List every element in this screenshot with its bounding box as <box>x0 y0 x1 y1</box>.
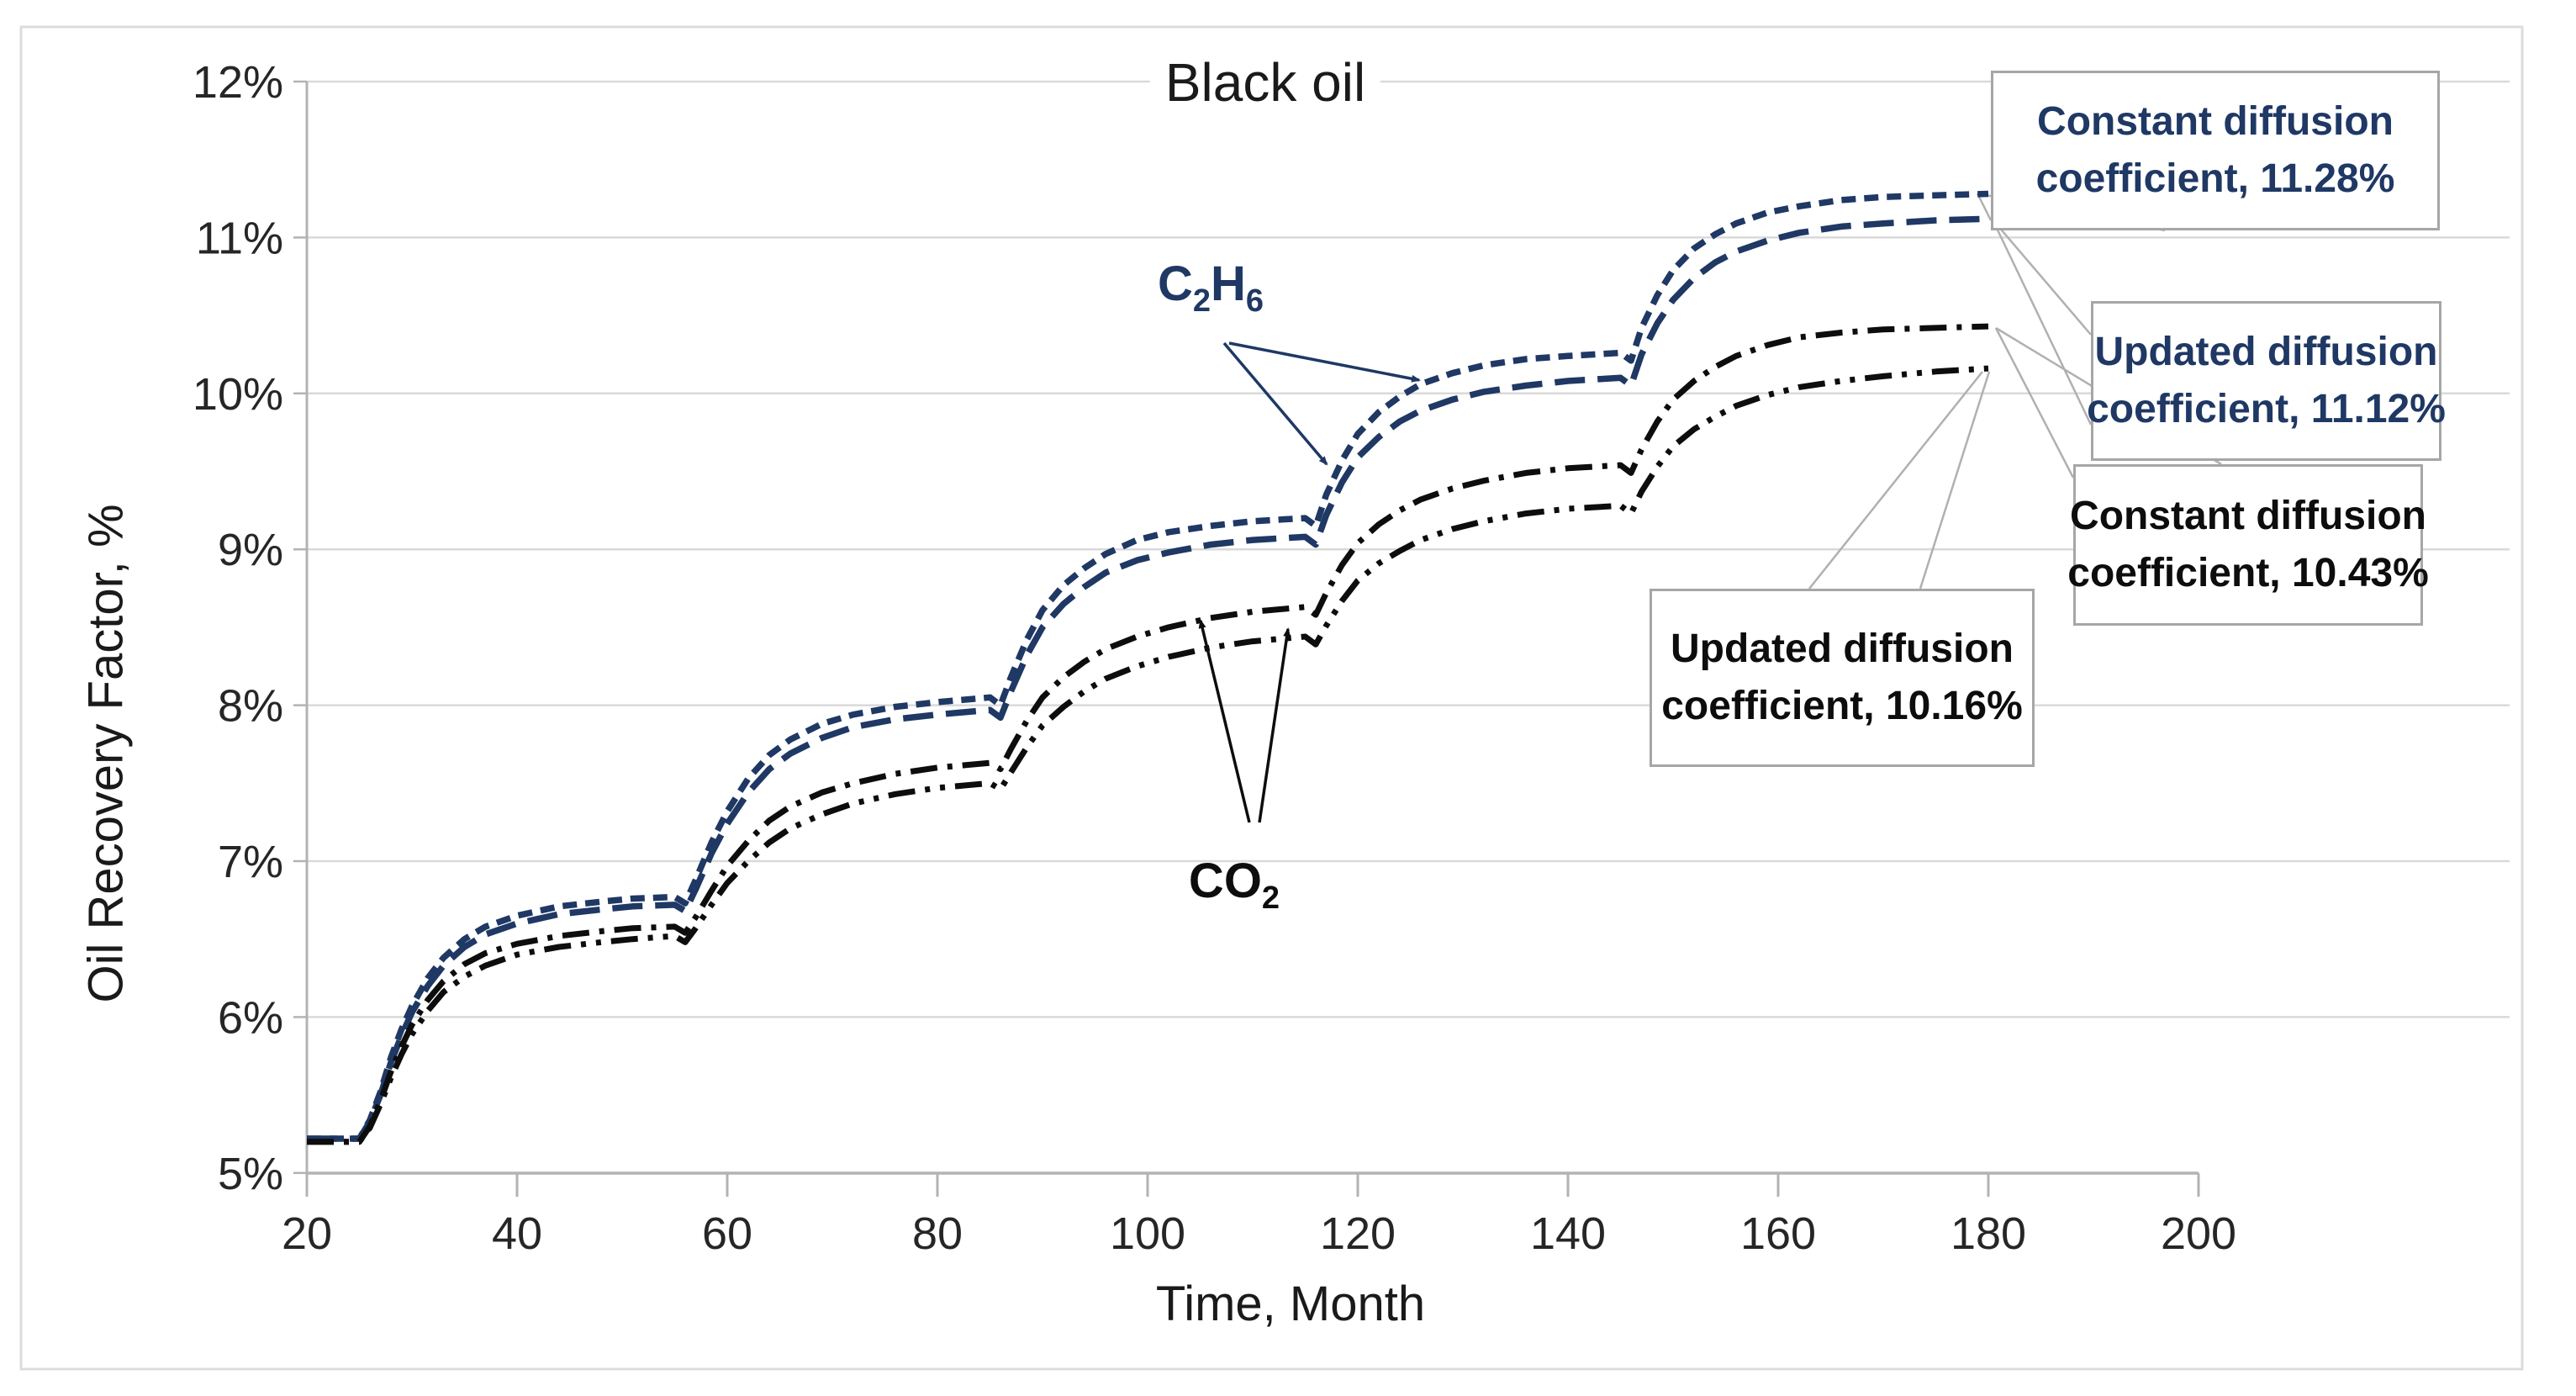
y-tick-label: 9% <box>218 525 283 575</box>
annotation-line: Constant diffusion <box>2070 493 2426 538</box>
annotation-box-ann_co2_updated: Updated diffusion coefficient, 10.16% <box>1650 589 2035 767</box>
y-tick-label: 12% <box>193 57 283 108</box>
series-co2_updated <box>307 365 1989 1145</box>
x-tick-label: 100 <box>1110 1208 1185 1259</box>
x-tick-label: 20 <box>282 1208 332 1259</box>
x-tick-label: 120 <box>1320 1208 1396 1259</box>
annotation-line: coefficient, 10.43% <box>2067 551 2429 595</box>
x-tick-label: 160 <box>1740 1208 1816 1259</box>
series-c2h6_updated <box>307 215 1989 1142</box>
x-tick-label: 200 <box>2161 1208 2236 1259</box>
axes <box>293 80 2200 1197</box>
annotation-line: Updated diffusion <box>1671 626 2014 671</box>
y-axis-title: Oil Recovery Factor, % <box>78 504 134 1003</box>
x-tick-label: 40 <box>492 1208 542 1259</box>
x-axis-title: Time, Month <box>1155 1277 1426 1331</box>
annotation-line: coefficient, 11.12% <box>2087 387 2446 431</box>
co2-arrows <box>1198 619 1291 823</box>
x-tick-label: 60 <box>702 1208 752 1259</box>
annotation-box-ann_c2h6_constant: Constant diffusion coefficient, 11.28% <box>1991 71 2440 230</box>
y-tick-label: 6% <box>218 992 283 1043</box>
x-tick-label: 80 <box>912 1208 963 1259</box>
annotation-line: coefficient, 11.28% <box>2035 156 2395 201</box>
annotation-box-ann_c2h6_updated: Updated diffusion coefficient, 11.12% <box>2087 301 2446 461</box>
gas-label-c2h6: C2H6 <box>1157 256 1264 319</box>
x-tick-label: 140 <box>1530 1208 1606 1259</box>
x-tick-labels: 20 40 60 80 100 120 140 160 180 200 <box>282 1208 2236 1259</box>
y-tick-label: 7% <box>218 837 283 887</box>
series-c2h6_constant <box>307 190 1989 1142</box>
chart-title: Black oil <box>1149 51 1381 114</box>
annotation-line: coefficient, 10.16% <box>1661 684 2023 728</box>
annotation-box-ann_co2_constant: Constant diffusion coefficient, 10.43% <box>2067 464 2429 626</box>
x-tick-label: 180 <box>1950 1208 2026 1259</box>
y-tick-label: 8% <box>218 681 283 732</box>
annotation-line: Updated diffusion <box>2094 329 2438 374</box>
figure-border <box>19 25 2524 1371</box>
gas-label-co2: CO2 <box>1188 854 1280 916</box>
y-tick-label: 11% <box>196 213 283 263</box>
annotation-line: Constant diffusion <box>2037 98 2394 144</box>
series-co2_constant <box>307 323 1989 1145</box>
y-tick-label: 5% <box>218 1149 283 1199</box>
y-tick-label: 10% <box>193 369 283 420</box>
y-tick-labels: 5% 6% 7% 8% 9% 10% 11% 12% <box>193 57 283 1199</box>
c2h6-arrows <box>1222 341 1421 466</box>
